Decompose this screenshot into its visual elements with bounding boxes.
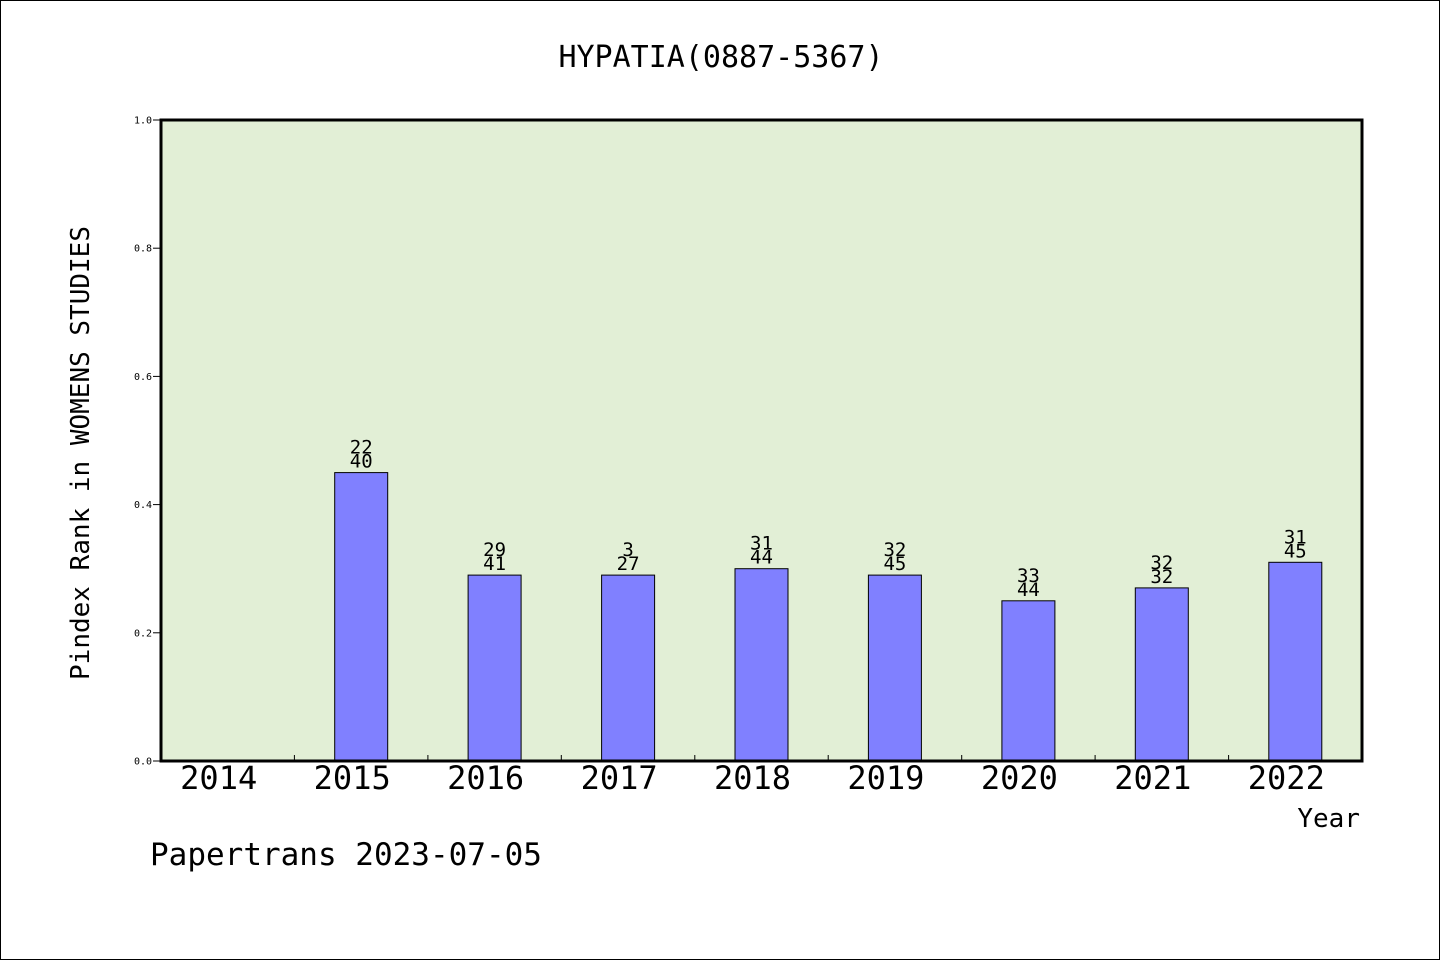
bar-2020 bbox=[1001, 600, 1056, 762]
y-tick-label: 1.0 bbox=[134, 116, 152, 127]
data-label-bottom-2022: 45 bbox=[1284, 540, 1307, 562]
plot-border bbox=[159, 118, 1364, 763]
x-tick-label-2017: 2017 bbox=[581, 759, 658, 797]
data-label-top-2021: 32 bbox=[1150, 552, 1173, 574]
data-label-bottom-2020: 44 bbox=[1017, 579, 1040, 601]
bar-2021 bbox=[1134, 587, 1189, 762]
bar-2016 bbox=[467, 574, 522, 762]
y-tick-label: 0.8 bbox=[134, 244, 152, 255]
data-label-top-2020: 33 bbox=[1017, 565, 1040, 587]
x-axis-label: Year bbox=[1297, 804, 1360, 834]
data-label-bottom-2019: 45 bbox=[883, 553, 906, 575]
x-tick-label-2015: 2015 bbox=[314, 759, 391, 797]
y-tick-label: 0.4 bbox=[134, 500, 152, 511]
bar-2022 bbox=[1268, 561, 1323, 762]
x-tick-label-2014: 2014 bbox=[180, 759, 257, 797]
y-axis-label: Pindex Rank in WOMENS STUDIES bbox=[66, 226, 96, 680]
bars bbox=[334, 472, 1323, 762]
y-tick-label: 0.6 bbox=[134, 372, 152, 383]
footer-credit: Papertrans 2023-07-05 bbox=[150, 837, 542, 873]
data-label-bottom-2021: 32 bbox=[1150, 566, 1173, 588]
data-label-top-2016: 29 bbox=[483, 539, 506, 561]
bar-2015 bbox=[334, 472, 389, 762]
data-label-top-2015: 22 bbox=[350, 437, 373, 459]
data-label-top-2017: 3 bbox=[622, 539, 633, 561]
chart-title: HYPATIA(0887-5367) bbox=[558, 40, 883, 75]
x-tick-label-2022: 2022 bbox=[1248, 759, 1325, 797]
bar-2019 bbox=[867, 574, 922, 762]
x-tick-label-2020: 2020 bbox=[981, 759, 1058, 797]
data-label-bottom-2016: 41 bbox=[483, 553, 506, 575]
y-tick-label: 0.2 bbox=[134, 628, 152, 639]
x-axis-ticks: 2014 2015 2016 2017 2018 2019 2020 2021 2022 bbox=[180, 755, 1325, 797]
x-tick-label-2021: 2021 bbox=[1114, 759, 1191, 797]
x-tick-label-2019: 2019 bbox=[847, 759, 924, 797]
data-label-top-2018: 31 bbox=[750, 533, 773, 555]
bar-2017 bbox=[601, 574, 656, 762]
bar-2018 bbox=[734, 568, 789, 762]
x-tick-label-2018: 2018 bbox=[714, 759, 791, 797]
x-tick-label-2016: 2016 bbox=[447, 759, 524, 797]
data-label-bottom-2015: 40 bbox=[350, 451, 373, 473]
data-label-bottom-2017: 27 bbox=[617, 553, 640, 575]
data-label-top-2019: 32 bbox=[883, 539, 906, 561]
y-axis-ticks: 0.0 0.2 0.4 0.6 0.8 1.0 bbox=[134, 116, 161, 768]
data-label-bottom-2018: 44 bbox=[750, 547, 773, 569]
data-label-top-2022: 31 bbox=[1284, 526, 1307, 548]
y-tick-label: 0.0 bbox=[134, 757, 152, 768]
